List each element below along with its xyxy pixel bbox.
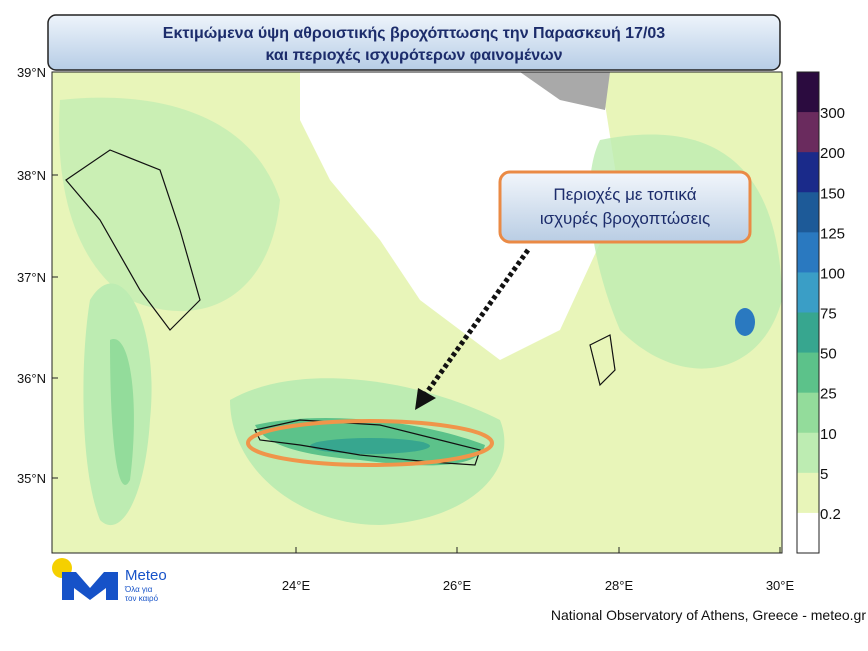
lon-label: 26°E: [443, 578, 472, 593]
map-area: [52, 72, 782, 553]
colorbar-swatch: [797, 192, 819, 233]
colorbar-swatch: [797, 112, 819, 153]
colorbar-swatch: [797, 472, 819, 514]
colorbar-swatch: [797, 232, 819, 273]
title-box: [47, 14, 781, 71]
footer: National Observatory of Athens, Greece -…: [551, 607, 866, 623]
lon-label: 28°E: [605, 578, 634, 593]
colorbar-swatch: [797, 352, 819, 394]
colorbar-label: 5: [820, 466, 828, 483]
colorbar-swatch: [797, 272, 819, 313]
lat-label: 36°N: [17, 371, 46, 386]
lat-label: 38°N: [17, 168, 46, 183]
colorbar-label: 25: [820, 386, 837, 403]
lat-label: 39°N: [17, 65, 46, 80]
colorbar-label: 150: [820, 185, 845, 202]
title: και περιοχές ισχυρότερων φαινομένων: [265, 47, 562, 64]
callout-box: [498, 170, 752, 244]
lon-label: 30°E: [766, 578, 795, 593]
colorbar-label: 50: [820, 346, 837, 363]
logo-mark: [62, 572, 118, 600]
colorbar-label: 0.2: [820, 506, 841, 523]
highlight-ellipse: [246, 419, 494, 467]
colorbar-label: 75: [820, 306, 837, 323]
callout-arrow: [422, 248, 531, 397]
colorbar-swatch: [797, 392, 819, 434]
lat-label: 35°N: [17, 471, 46, 486]
logo-name: Meteo: [125, 567, 167, 584]
logo-tagline: Όλα για: [124, 585, 153, 594]
colorbar-swatch: [797, 512, 819, 554]
colorbar-swatch: [797, 72, 819, 113]
callout-text: Περιοχές με τοπικά: [553, 185, 696, 204]
colorbar-swatch: [797, 312, 819, 354]
colorbar-label: 200: [820, 145, 845, 162]
lat-label: 37°N: [17, 270, 46, 285]
lon-label: 24°E: [282, 578, 311, 593]
colorbar-swatch: [797, 152, 819, 193]
logo-tagline: τον καιρό: [125, 594, 159, 603]
callout-text: ισχυρές βροχοπτώσεις: [540, 209, 710, 228]
colorbar-label: 300: [820, 105, 845, 122]
map-frame: [51, 71, 783, 554]
title: Εκτιμώμενα ύψη αθροιστικής βροχόπτωσης τ…: [163, 25, 666, 42]
colorbar-frame: [796, 71, 820, 554]
colorbar-label: 10: [820, 426, 837, 443]
colorbar-swatch: [797, 432, 819, 474]
colorbar-label: 125: [820, 225, 845, 242]
colorbar-label: 100: [820, 265, 845, 282]
arrow-head: [415, 388, 436, 410]
